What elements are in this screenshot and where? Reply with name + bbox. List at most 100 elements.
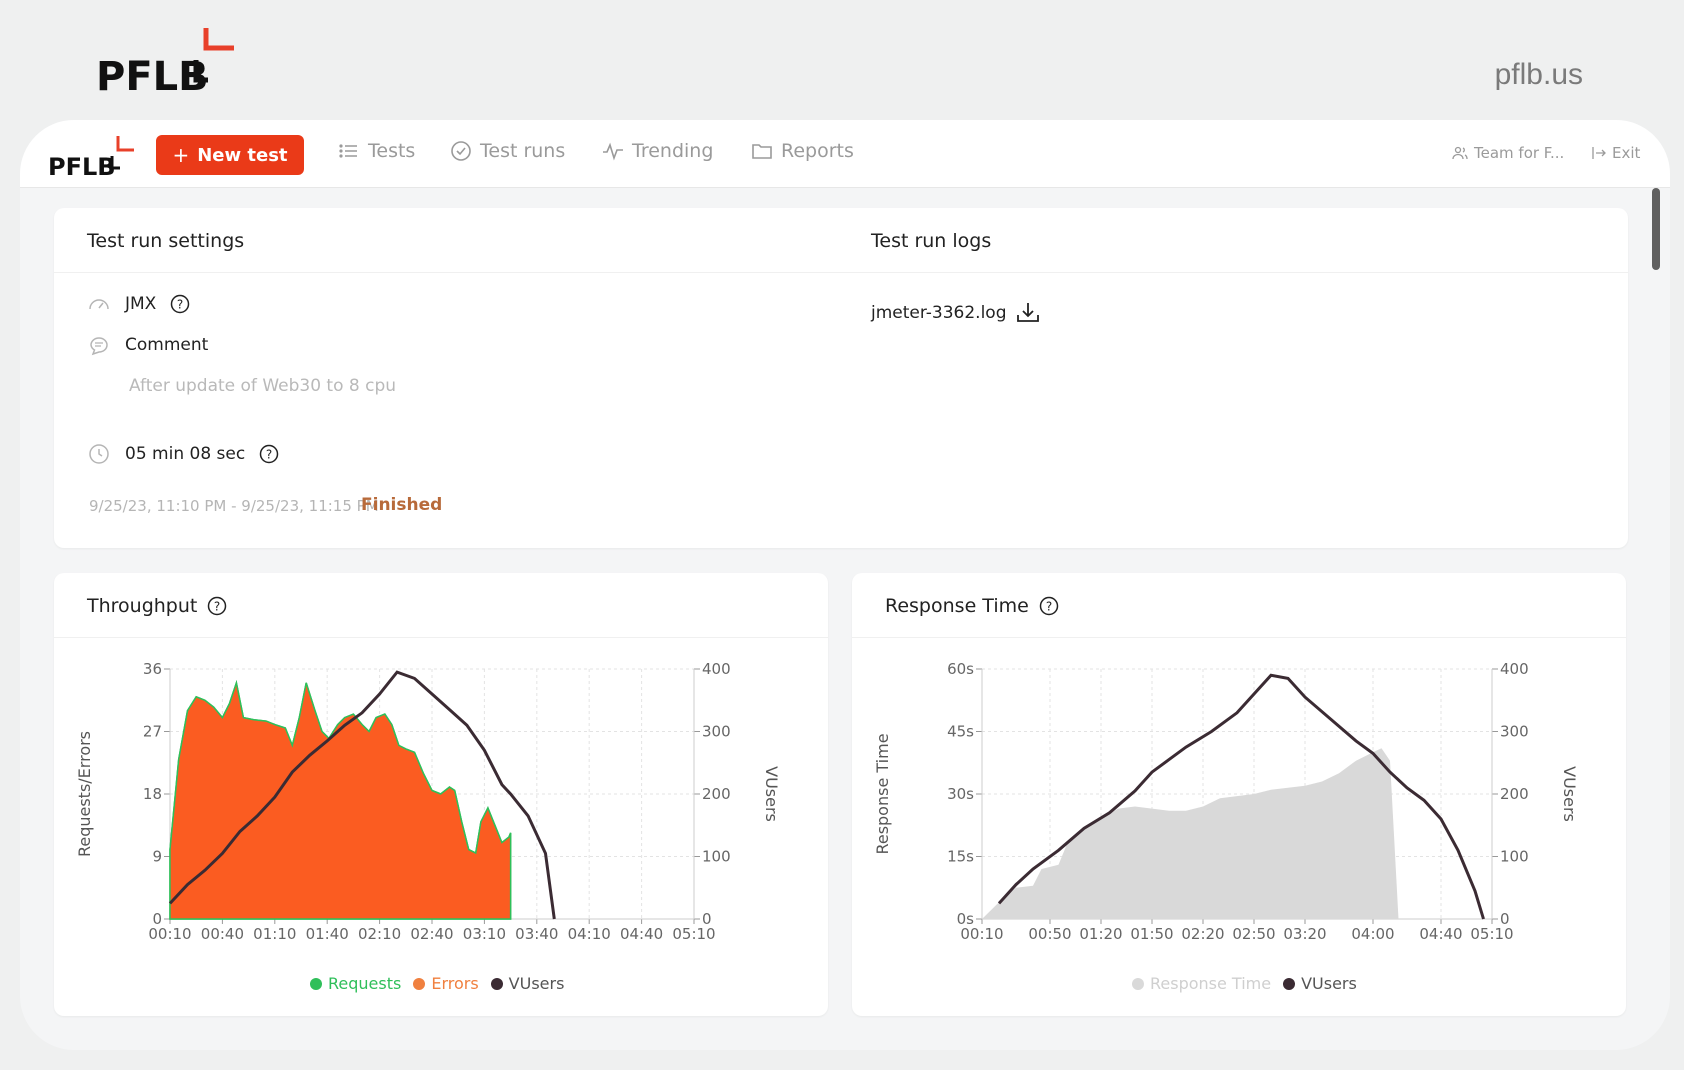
y-tick-label: 15s	[947, 848, 974, 866]
legend-errors-label: Errors	[431, 974, 479, 993]
y2-tick-label: 300	[1500, 723, 1529, 741]
y-tick-label: 45s	[947, 723, 974, 741]
throughput-legend: Requests Errors VUsers	[310, 974, 564, 993]
legend-vusers-label: VUsers	[1301, 974, 1357, 993]
x-tick-label: 02:10	[358, 925, 401, 943]
check-circle-icon	[451, 141, 471, 161]
nav-trending[interactable]: Trending	[602, 140, 713, 162]
nav-tests[interactable]: Tests	[338, 140, 415, 162]
response-time-title: Response Time	[885, 595, 1029, 617]
pulse-icon	[603, 142, 623, 161]
help-icon[interactable]: ?	[1039, 596, 1059, 616]
response-time-title-row: Response Time ?	[885, 595, 1059, 617]
y2-tick-label: 200	[1500, 785, 1529, 803]
svg-text:?: ?	[214, 600, 220, 614]
nav-reports[interactable]: Reports	[751, 140, 854, 162]
exit-button[interactable]: Exit	[1590, 144, 1640, 162]
nav-tests-label: Tests	[368, 140, 416, 162]
app-window: PFLB + New test Tests Test runs Trending…	[20, 120, 1670, 1050]
duration-value: 05 min 08 sec	[125, 444, 246, 464]
x-tick-label: 04:00	[1351, 925, 1394, 943]
duration-row: 05 min 08 sec ?	[87, 442, 279, 466]
series-area-errors	[169, 680, 512, 920]
x-tick-label: 03:10	[463, 925, 506, 943]
throughput-title: Throughput	[87, 595, 198, 617]
y-tick-label: 27	[143, 723, 162, 741]
exit-label: Exit	[1612, 144, 1641, 162]
test-run-settings-card: Test run settings Test run logs JMX ? Co…	[54, 208, 1628, 548]
x-tick-label: 03:20	[1283, 925, 1326, 943]
svg-text:?: ?	[266, 448, 272, 462]
throughput-card: Throughput ? 0 9 18 27 36 0 100 200 300 400 00:10 0…	[54, 573, 828, 1016]
y2-tick-label: 400	[702, 660, 731, 678]
nav-test-runs[interactable]: Test runs	[450, 140, 565, 162]
y-tick-label: 36	[143, 660, 162, 678]
y2-tick-label: 200	[702, 785, 731, 803]
help-icon[interactable]: ?	[207, 596, 227, 616]
y-tick-label: 0	[152, 910, 162, 928]
jmx-row: JMX ?	[87, 292, 190, 316]
download-icon[interactable]	[1015, 300, 1041, 326]
y-axis-label: Requests/Errors	[75, 731, 94, 857]
y-tick-label: 9	[152, 848, 162, 866]
y-tick-label: 30s	[947, 785, 974, 803]
y2-tick-label: 0	[702, 910, 712, 928]
folder-icon	[752, 144, 772, 159]
svg-text:?: ?	[1046, 600, 1052, 614]
x-tick-label: 01:40	[306, 925, 349, 943]
log-file-name: jmeter-3362.log	[871, 303, 1007, 323]
legend-vusers[interactable]: VUsers	[1283, 974, 1357, 993]
y-tick-label: 0s	[957, 910, 975, 928]
x-tick-label: 05:10	[1470, 925, 1513, 943]
brand-site-url: pflb.us	[1494, 58, 1583, 91]
legend-errors[interactable]: Errors	[413, 974, 479, 993]
help-icon[interactable]: ?	[170, 294, 190, 314]
legend-requests-label: Requests	[328, 974, 402, 993]
throughput-title-row: Throughput ?	[87, 595, 227, 617]
comment-icon	[90, 337, 108, 356]
pflb-nav-logo[interactable]: PFLB	[48, 130, 144, 180]
plus-icon: +	[172, 143, 190, 167]
x-tick-label: 00:10	[148, 925, 191, 943]
response-time-legend: Response Time VUsers	[1132, 974, 1357, 993]
legend-vusers[interactable]: VUsers	[490, 974, 564, 993]
y2-axis-label: VUsers	[1560, 766, 1579, 822]
log-file-link[interactable]: jmeter-3362.log	[871, 300, 1041, 326]
y2-tick-label: 400	[1500, 660, 1529, 678]
help-icon[interactable]: ?	[259, 444, 279, 464]
team-selector[interactable]: Team for F...	[1452, 144, 1564, 162]
x-tick-label: 01:20	[1079, 925, 1122, 943]
response-time-chart: 0s 15s 30s 45s 60s 0 100 200 300 400 00:10 00:50 01:…	[873, 660, 1579, 943]
settings-card-header: Test run settings Test run logs	[54, 208, 1628, 273]
date-range: 9/25/23, 11:10 PM - 9/25/23, 11:15 PM	[89, 497, 379, 515]
throughput-chart: 0 9 18 27 36 0 100 200 300 400 00:10 00:40 01:10 01:4…	[75, 660, 781, 943]
x-tick-label: 01:50	[1130, 925, 1173, 943]
y2-tick-label: 300	[702, 723, 731, 741]
x-tick-label: 01:10	[253, 925, 296, 943]
legend-response-time[interactable]: Response Time	[1132, 974, 1271, 993]
nav-reports-label: Reports	[781, 140, 854, 162]
new-test-button[interactable]: + New test	[156, 135, 304, 175]
throughput-card-header: Throughput ?	[54, 573, 828, 638]
x-tick-label: 03:40	[515, 925, 558, 943]
x-tick-label: 00:50	[1028, 925, 1071, 943]
series-line-vusers	[997, 673, 1485, 920]
response-time-card-header: Response Time ?	[852, 573, 1626, 638]
logout-icon	[1592, 147, 1606, 159]
comment-label: Comment	[125, 335, 209, 355]
x-tick-label: 04:10	[568, 925, 611, 943]
svg-text:PFLB: PFLB	[96, 54, 209, 100]
list-icon	[339, 144, 357, 158]
legend-requests[interactable]: Requests	[310, 974, 401, 993]
settings-title: Test run settings	[87, 230, 245, 252]
y-tick-label: 18	[143, 785, 162, 803]
x-tick-label: 05:10	[672, 925, 715, 943]
y2-tick-label: 0	[1500, 910, 1510, 928]
series-line-vusers	[168, 670, 556, 920]
y2-tick-label: 100	[1500, 848, 1529, 866]
status-badge: Finished	[361, 495, 443, 515]
new-test-label: New test	[197, 144, 288, 166]
scrollbar-thumb[interactable]	[1652, 188, 1660, 270]
series-area-response-time	[982, 748, 1399, 919]
response-time-card: Response Time ? 0s 15s 30s 45s 60s 0 100 200 300…	[852, 573, 1626, 1016]
